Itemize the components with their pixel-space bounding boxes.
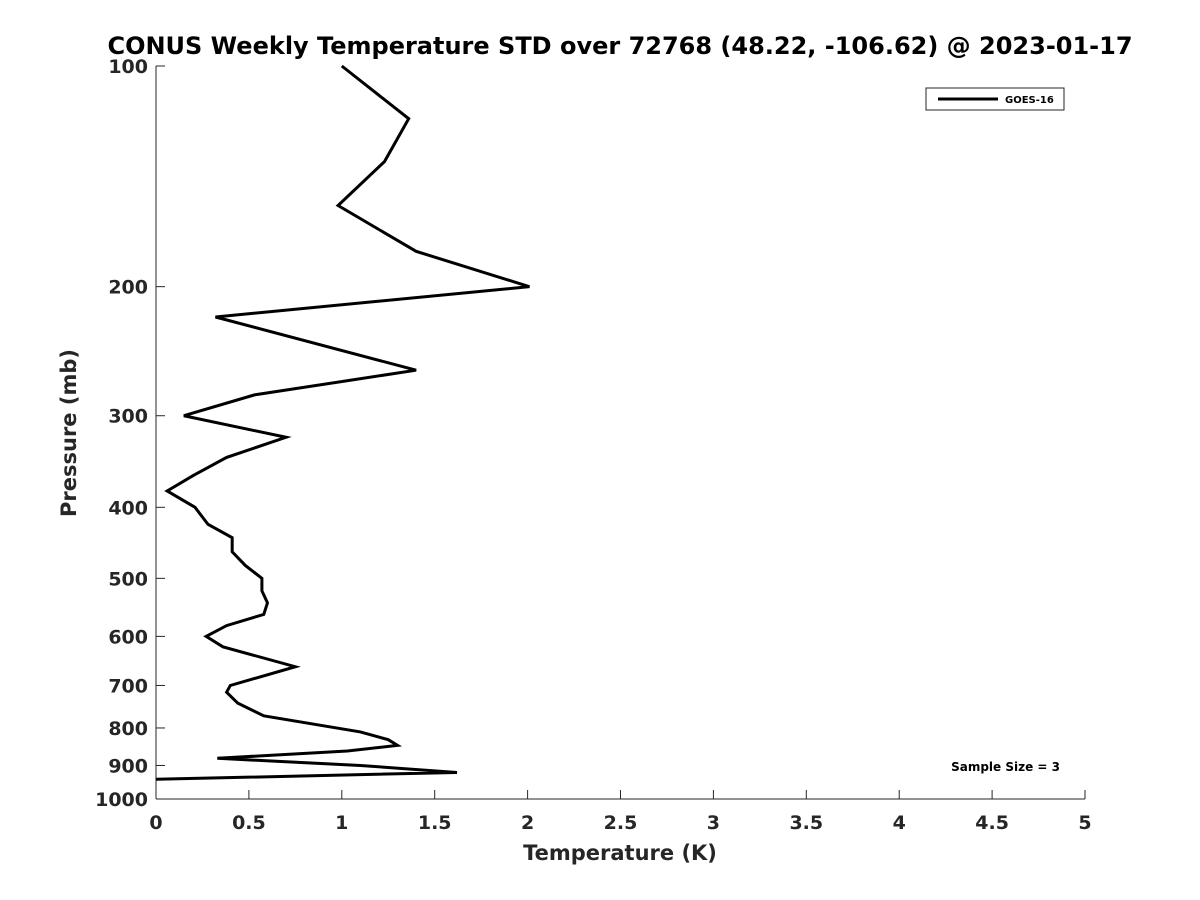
x-ticks: 0 0.5 1 1.5 2 2.5 3 3.5 4 4.5 5 <box>149 790 1092 834</box>
series-layer <box>155 64 530 781</box>
y-tick-label: 500 <box>108 568 148 590</box>
chart-title: CONUS Weekly Temperature STD over 72768 … <box>107 32 1132 60</box>
y-axis-label: Pressure (mb) <box>57 349 81 517</box>
x-tick-label: 0 <box>149 812 162 834</box>
y-ticks: 100 200 300 400 500 600 700 800 900 1000 <box>95 56 165 811</box>
legend: GOES-16 <box>925 87 1065 111</box>
plot-area <box>155 66 1085 800</box>
y-tick-label: 1000 <box>95 789 148 811</box>
x-tick-label: 4 <box>893 812 906 834</box>
x-tick-label: 3 <box>707 812 720 834</box>
legend-label: GOES-16 <box>1005 95 1054 106</box>
y-tick-label: 100 <box>108 56 148 78</box>
y-tick-label: 800 <box>108 718 148 740</box>
x-tick-label: 1 <box>335 812 348 834</box>
x-tick-label: 0.5 <box>232 812 266 834</box>
x-tick-label: 2 <box>521 812 534 834</box>
series-line-0 <box>155 64 530 781</box>
x-tick-label: 2.5 <box>604 812 638 834</box>
x-tick-label: 3.5 <box>789 812 823 834</box>
x-tick-label: 4.5 <box>975 812 1009 834</box>
x-tick-label: 1.5 <box>418 812 452 834</box>
x-tick-label: 5 <box>1078 812 1091 834</box>
x-axis-label: Temperature (K) <box>523 841 717 865</box>
sample-size-note: Sample Size = 3 <box>951 760 1060 774</box>
y-tick-label: 600 <box>108 626 148 648</box>
y-tick-label: 900 <box>108 755 148 777</box>
y-tick-label: 400 <box>108 497 148 519</box>
y-tick-label: 200 <box>108 277 148 299</box>
y-tick-label: 700 <box>108 675 148 697</box>
y-tick-label: 300 <box>108 406 148 428</box>
